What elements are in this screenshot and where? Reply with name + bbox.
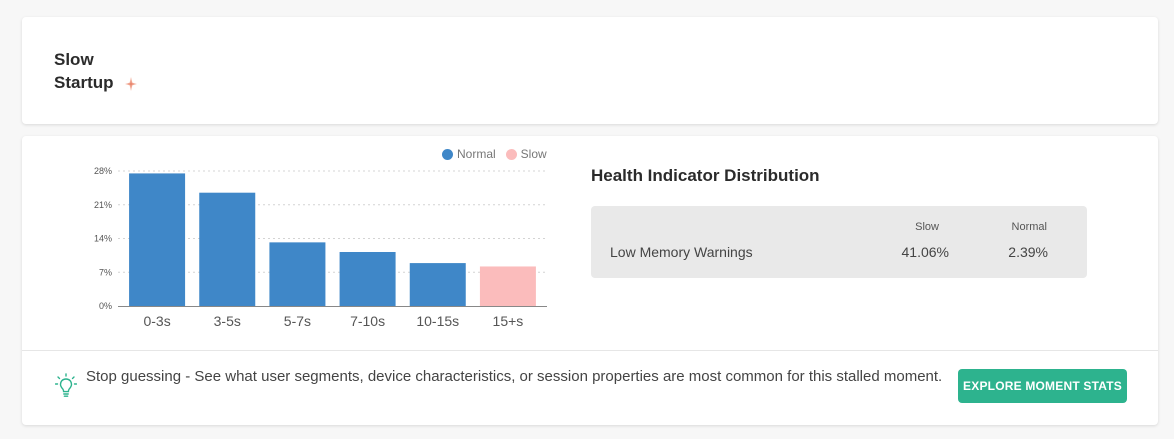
column-header-normal: Normal xyxy=(1011,221,1047,233)
x-tick-label: 5-7s xyxy=(284,313,311,329)
y-tick-label: 28% xyxy=(94,166,112,176)
health-row-label: Low Memory Warnings xyxy=(610,244,753,260)
chart-legend: Normal Slow xyxy=(442,147,547,161)
bar-7-10s[interactable] xyxy=(339,252,396,306)
page-title: Slow Startup xyxy=(54,48,138,94)
section-divider xyxy=(22,350,1158,351)
bar-5-7s[interactable] xyxy=(269,242,326,306)
sparkle-icon xyxy=(125,76,138,91)
lightbulb-icon xyxy=(55,373,77,397)
moment-details-card: 0% 7% 14% 21% 28% 0-3s 3-5s 5-7s 7-10s 10-15s 15+s… xyxy=(22,136,1158,425)
bar-3-5s[interactable] xyxy=(199,192,256,306)
health-indicator-title: Health Indicator Distribution xyxy=(591,166,820,185)
moment-header-card: Slow Startup xyxy=(22,17,1158,124)
legend-item-normal[interactable]: Normal xyxy=(442,147,496,161)
legend-label-slow: Slow xyxy=(520,147,547,161)
title-line-1: Slow xyxy=(54,50,94,69)
explore-moment-stats-button[interactable]: EXPLORE MOMENT STATS xyxy=(958,369,1127,403)
distribution-chart: 0% 7% 14% 21% 28% 0-3s 3-5s 5-7s 7-10s 10-15s 15+s… xyxy=(22,136,582,350)
bar-15+s[interactable] xyxy=(479,266,536,306)
health-row-normal-value: 2.39% xyxy=(1008,244,1048,260)
legend-item-slow[interactable]: Slow xyxy=(505,147,547,161)
column-header-slow: Slow xyxy=(915,221,939,233)
bar-chart-svg: 0% 7% 14% 21% 28% 0-3s 3-5s 5-7s 7-10s 10-15s 15+s xyxy=(94,166,547,329)
x-tick-label: 3-5s xyxy=(214,313,241,329)
x-tick-label: 10-15s xyxy=(416,313,459,329)
health-indicator-table: Slow Normal Low Memory Warnings 41.06% 2… xyxy=(591,206,1087,278)
bar-0-3s[interactable] xyxy=(129,173,186,306)
x-tick-label: 15+s xyxy=(493,313,524,329)
x-tick-label: 0-3s xyxy=(143,313,170,329)
y-tick-label: 21% xyxy=(94,200,112,210)
bar-10-15s[interactable] xyxy=(409,263,466,306)
tip-text: Stop guessing - See what user segments, … xyxy=(86,368,943,385)
legend-dot-normal xyxy=(442,148,453,160)
health-row-slow-value: 41.06% xyxy=(901,244,949,260)
x-tick-label: 7-10s xyxy=(350,313,385,329)
y-tick-label: 14% xyxy=(94,234,112,244)
y-tick-label: 7% xyxy=(99,267,112,277)
title-line-2: Startup xyxy=(54,73,114,92)
y-tick-label: 0% xyxy=(99,301,112,311)
legend-dot-slow xyxy=(505,148,517,160)
legend-label-normal: Normal xyxy=(457,147,496,161)
